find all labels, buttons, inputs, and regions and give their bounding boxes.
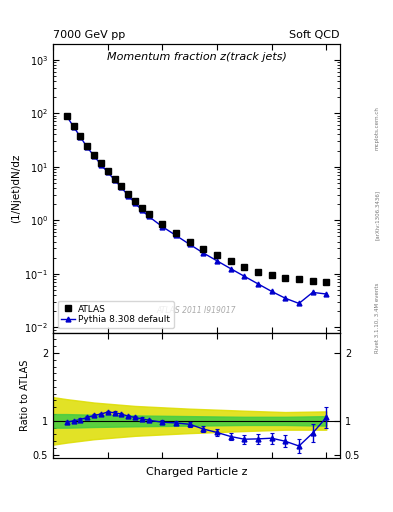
ATLAS bbox=[255, 268, 260, 274]
Pythia 8.308 default bbox=[174, 232, 178, 239]
Pythia 8.308 default bbox=[160, 224, 165, 230]
Pythia 8.308 default bbox=[133, 200, 138, 206]
Pythia 8.308 default bbox=[324, 291, 329, 297]
ATLAS bbox=[119, 183, 124, 189]
Pythia 8.308 default bbox=[201, 250, 206, 256]
Y-axis label: Ratio to ATLAS: Ratio to ATLAS bbox=[20, 360, 30, 431]
Pythia 8.308 default bbox=[146, 214, 151, 220]
Text: mcplots.cern.ch: mcplots.cern.ch bbox=[375, 106, 380, 150]
ATLAS bbox=[112, 176, 117, 182]
Pythia 8.308 default bbox=[119, 184, 124, 190]
ATLAS bbox=[174, 230, 178, 236]
Pythia 8.308 default bbox=[310, 289, 315, 295]
Text: Momentum fraction z(track jets): Momentum fraction z(track jets) bbox=[107, 52, 286, 62]
Text: ATLAS 2011 I919017: ATLAS 2011 I919017 bbox=[157, 306, 236, 315]
Text: Rivet 3.1.10, 3.4M events: Rivet 3.1.10, 3.4M events bbox=[375, 282, 380, 353]
Line: Pythia 8.308 default: Pythia 8.308 default bbox=[64, 114, 329, 306]
Pythia 8.308 default bbox=[242, 273, 247, 280]
ATLAS bbox=[297, 276, 301, 282]
ATLAS bbox=[105, 168, 110, 175]
Pythia 8.308 default bbox=[105, 169, 110, 175]
ATLAS bbox=[187, 239, 192, 245]
ATLAS bbox=[71, 123, 76, 129]
Pythia 8.308 default bbox=[187, 241, 192, 247]
Line: ATLAS: ATLAS bbox=[64, 113, 329, 285]
Pythia 8.308 default bbox=[99, 161, 103, 167]
Pythia 8.308 default bbox=[283, 295, 288, 302]
Pythia 8.308 default bbox=[215, 258, 219, 264]
Text: Soft QCD: Soft QCD bbox=[290, 30, 340, 40]
ATLAS bbox=[324, 279, 329, 285]
Pythia 8.308 default bbox=[297, 301, 301, 307]
Pythia 8.308 default bbox=[140, 207, 144, 213]
ATLAS bbox=[269, 272, 274, 278]
Pythia 8.308 default bbox=[269, 288, 274, 294]
Pythia 8.308 default bbox=[112, 177, 117, 183]
ATLAS bbox=[92, 152, 96, 158]
Legend: ATLAS, Pythia 8.308 default: ATLAS, Pythia 8.308 default bbox=[57, 301, 174, 328]
ATLAS bbox=[78, 133, 83, 139]
ATLAS bbox=[283, 274, 288, 281]
ATLAS bbox=[133, 198, 138, 204]
ATLAS bbox=[99, 160, 103, 166]
ATLAS bbox=[310, 278, 315, 284]
Y-axis label: (1/Njet)dN/dz: (1/Njet)dN/dz bbox=[11, 154, 22, 223]
Pythia 8.308 default bbox=[228, 266, 233, 272]
Text: [arXiv:1306.3436]: [arXiv:1306.3436] bbox=[375, 190, 380, 240]
ATLAS bbox=[146, 211, 151, 217]
Text: 7000 GeV pp: 7000 GeV pp bbox=[53, 30, 125, 40]
ATLAS bbox=[64, 113, 69, 119]
ATLAS bbox=[201, 246, 206, 252]
ATLAS bbox=[242, 264, 247, 270]
Pythia 8.308 default bbox=[78, 134, 83, 140]
X-axis label: Charged Particle z: Charged Particle z bbox=[146, 467, 247, 477]
Pythia 8.308 default bbox=[92, 153, 96, 159]
ATLAS bbox=[140, 205, 144, 211]
ATLAS bbox=[160, 221, 165, 227]
ATLAS bbox=[215, 252, 219, 259]
Pythia 8.308 default bbox=[126, 193, 130, 199]
Pythia 8.308 default bbox=[85, 144, 90, 151]
ATLAS bbox=[85, 143, 90, 150]
Pythia 8.308 default bbox=[71, 123, 76, 130]
Pythia 8.308 default bbox=[64, 113, 69, 119]
ATLAS bbox=[228, 259, 233, 265]
Pythia 8.308 default bbox=[255, 281, 260, 287]
ATLAS bbox=[126, 191, 130, 197]
